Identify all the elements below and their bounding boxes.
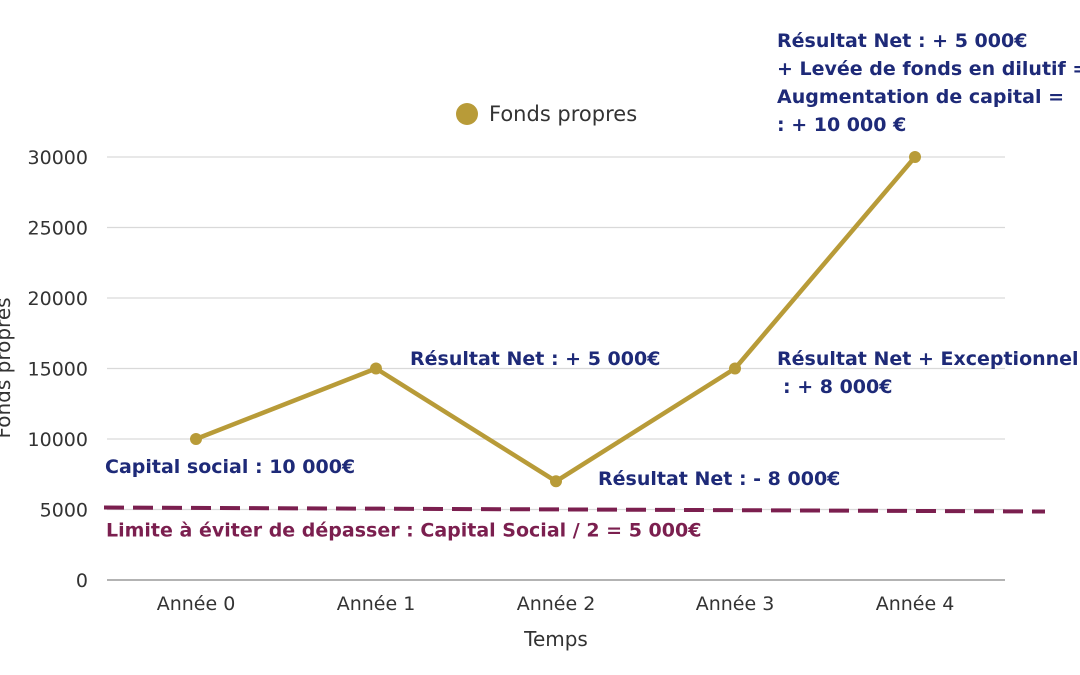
x-tick-label: Année 0 — [157, 593, 236, 615]
annotation-line: : + 8 000€ — [783, 376, 892, 398]
legend: Fonds propres — [456, 102, 637, 126]
annotation-annee-4: Résultat Net : + 5 000€ + Levée de fonds … — [777, 30, 1080, 136]
data-point — [550, 475, 562, 488]
annotation-annee-3: Résultat Net + Exceptionnel : + 8 000€ — [777, 348, 1079, 398]
annotation-line: Résultat Net : + 5 000€ — [410, 348, 660, 370]
gridlines — [107, 156, 1005, 511]
annotation-line: Augmentation de capital = — [777, 86, 1064, 108]
annotation-line: Capital social : 10 000€ — [105, 456, 355, 478]
annotation-annee-0: Capital social : 10 000€ — [105, 456, 355, 478]
x-tick-label: Année 3 — [696, 593, 775, 615]
series-line-fonds-propres — [193, 154, 918, 484]
threshold-label: Limite à éviter de dépasser : Capital So… — [106, 520, 701, 542]
data-point — [370, 362, 382, 375]
annotation-line: Résultat Net : + 5 000€ — [777, 30, 1027, 52]
y-tick-label: 25000 — [28, 218, 88, 240]
y-tick-label: 30000 — [28, 147, 88, 169]
data-point — [729, 362, 741, 375]
x-tick-label: Année 2 — [517, 593, 596, 615]
legend-swatch — [456, 103, 478, 125]
annotations: Capital social : 10 000€ Résultat Net : +… — [105, 30, 1080, 490]
y-tick-label: 15000 — [28, 359, 88, 381]
annotation-annee-1: Résultat Net : + 5 000€ — [410, 348, 660, 370]
y-tick-label: 0 — [76, 570, 88, 592]
x-tick-label: Année 1 — [337, 593, 416, 615]
threshold-line — [103, 505, 1046, 514]
y-axis-title: Fonds propres — [0, 297, 15, 438]
annotation-line: Résultat Net : - 8 000€ — [598, 468, 840, 490]
x-axis-title: Temps — [523, 627, 588, 651]
data-point — [909, 151, 921, 163]
series-layer — [190, 151, 921, 488]
annotation-annee-2: Résultat Net : - 8 000€ — [598, 468, 840, 490]
annotation-line: : + 10 000 € — [777, 114, 906, 136]
y-axis-ticks: 0 5000 10000 15000 20000 25000 30000 — [28, 147, 88, 592]
legend-label: Fonds propres — [489, 102, 637, 126]
y-tick-label: 10000 — [28, 429, 88, 451]
x-tick-label: Année 4 — [876, 593, 955, 615]
data-point — [190, 433, 202, 445]
annotation-line: Résultat Net + Exceptionnel — [777, 348, 1079, 370]
threshold-line-group: Limite à éviter de dépasser : Capital So… — [103, 505, 1046, 542]
annotation-line: + Levée de fonds en dilutif = — [777, 58, 1080, 80]
y-tick-label: 20000 — [28, 288, 88, 310]
x-axis-ticks: Année 0 Année 1 Année 2 Année 3 Année 4 — [157, 593, 955, 615]
y-tick-label: 5000 — [40, 500, 88, 522]
